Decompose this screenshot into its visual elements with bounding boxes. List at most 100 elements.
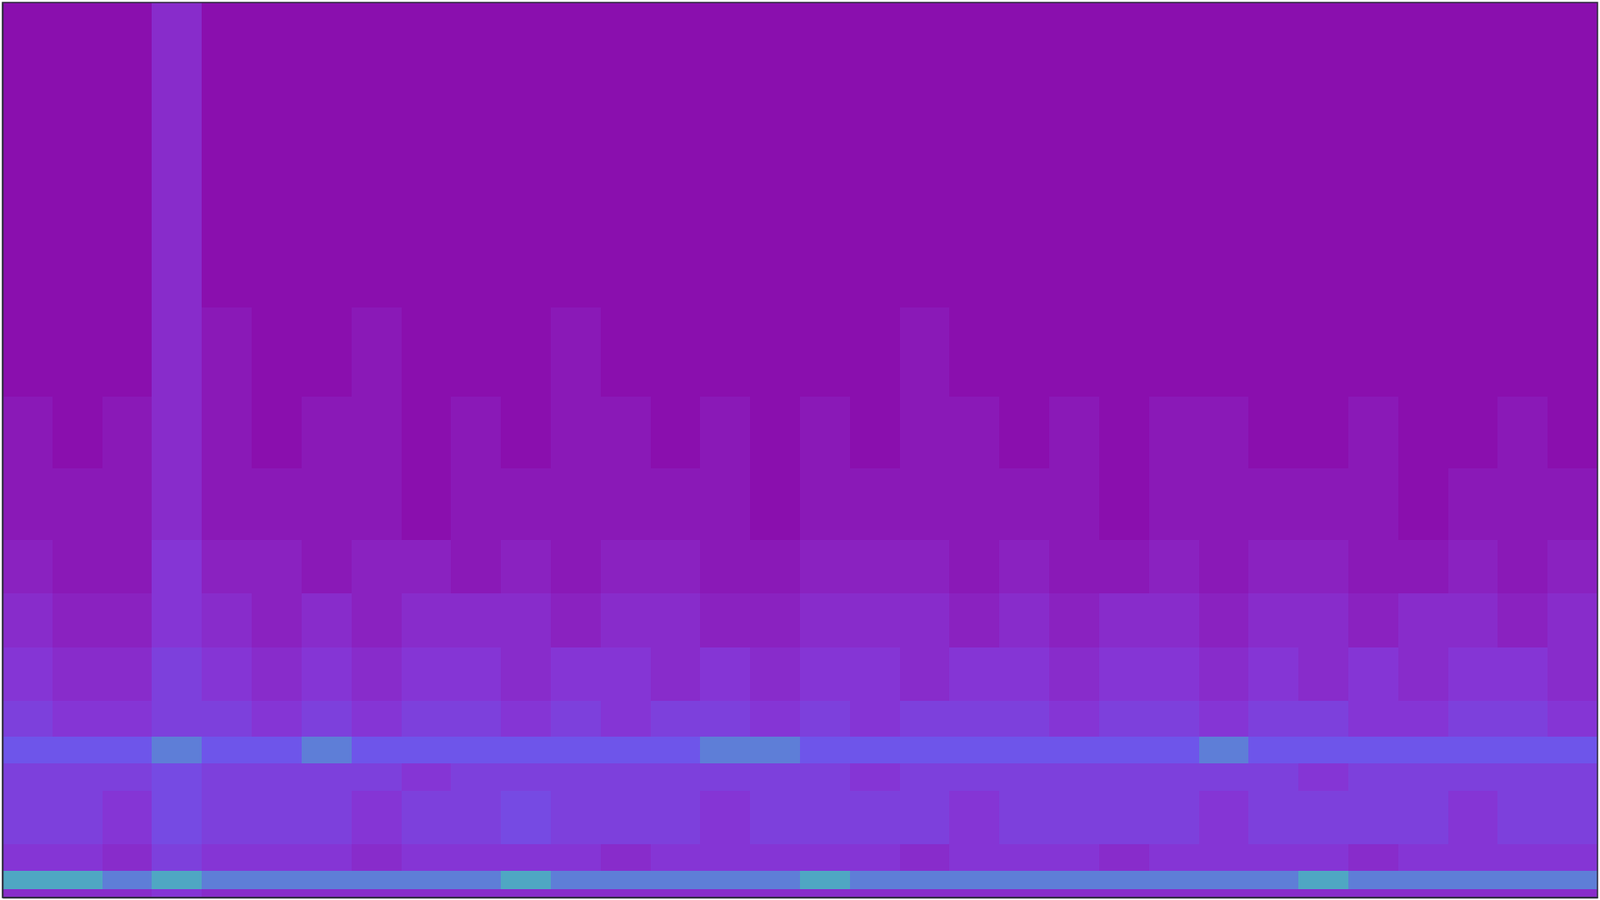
heat-cell bbox=[1149, 646, 1200, 701]
heat-cell bbox=[600, 763, 651, 791]
heat-cell bbox=[550, 539, 601, 594]
heat-cell bbox=[201, 700, 252, 737]
heat-cell bbox=[450, 888, 501, 898]
heat-cell bbox=[900, 467, 950, 540]
heat-cell bbox=[949, 700, 1000, 737]
heat-cell bbox=[1547, 790, 1598, 845]
heat-cell bbox=[650, 396, 701, 469]
heat-cell bbox=[251, 646, 302, 701]
heat-cell bbox=[1348, 844, 1399, 872]
heat-cell bbox=[1099, 539, 1150, 594]
heat-cell bbox=[151, 2, 202, 93]
heat-cell bbox=[1298, 763, 1349, 791]
heat-cell bbox=[1149, 844, 1200, 872]
heat-cell bbox=[999, 736, 1050, 765]
heat-cell bbox=[1547, 396, 1598, 469]
heat-cell bbox=[1049, 539, 1100, 594]
heat-cell bbox=[450, 593, 501, 648]
heat-cell bbox=[1348, 593, 1399, 648]
heat-cell bbox=[301, 736, 352, 765]
heat-cell bbox=[1049, 844, 1100, 872]
heat-cell bbox=[1149, 870, 1200, 890]
heat-cell bbox=[1497, 646, 1548, 701]
heat-cell bbox=[301, 700, 352, 737]
heat-cell bbox=[1199, 763, 1250, 791]
heat-cell bbox=[999, 646, 1050, 701]
heat-cell bbox=[1448, 888, 1499, 898]
heat-cell bbox=[1248, 467, 1299, 540]
heat-cell bbox=[850, 467, 900, 540]
heat-cell bbox=[251, 593, 302, 648]
heat-cell bbox=[600, 91, 651, 200]
heat-cell bbox=[1099, 736, 1150, 765]
heat-cell bbox=[1348, 199, 1399, 307]
heat-cell bbox=[1348, 790, 1399, 845]
heat-cell bbox=[450, 790, 501, 845]
heat-cell bbox=[500, 467, 551, 540]
heat-cell bbox=[251, 539, 302, 594]
heat-cell bbox=[401, 700, 452, 737]
heat-cell bbox=[600, 467, 651, 540]
heat-cell bbox=[1497, 539, 1548, 594]
heat-cell bbox=[1348, 700, 1399, 737]
heat-cell bbox=[201, 199, 252, 307]
heat-cell bbox=[102, 790, 153, 845]
heat-cell bbox=[750, 2, 800, 93]
heat-cell bbox=[151, 763, 202, 791]
heat-cell bbox=[800, 888, 850, 898]
heat-cell bbox=[750, 700, 800, 737]
heat-cell bbox=[1348, 888, 1399, 898]
heat-cell bbox=[450, 539, 501, 594]
heat-cell bbox=[2, 199, 53, 307]
heat-cell bbox=[301, 888, 352, 898]
heat-cell bbox=[151, 844, 202, 872]
heat-cell bbox=[1398, 396, 1449, 469]
heat-cell bbox=[1199, 870, 1250, 890]
heat-cell bbox=[201, 396, 252, 469]
heat-cell bbox=[201, 790, 252, 845]
heat-cell bbox=[102, 593, 153, 648]
heat-cell bbox=[1248, 306, 1299, 397]
heat-cell bbox=[500, 888, 551, 898]
heat-cell bbox=[201, 539, 252, 594]
heat-cell bbox=[700, 700, 750, 737]
heat-cell bbox=[1149, 700, 1200, 737]
heat-cell bbox=[450, 467, 501, 540]
heat-cell bbox=[800, 700, 850, 737]
heat-cell bbox=[1049, 467, 1100, 540]
heat-cell bbox=[52, 870, 103, 890]
heat-cell bbox=[1298, 539, 1349, 594]
heat-cell bbox=[301, 646, 352, 701]
heat-cell bbox=[750, 870, 800, 890]
heat-cell bbox=[1398, 2, 1449, 93]
heat-cell bbox=[900, 199, 950, 307]
heat-cell bbox=[1497, 736, 1548, 765]
heat-cell bbox=[351, 700, 402, 737]
heat-cell bbox=[500, 763, 551, 791]
heat-cell bbox=[650, 593, 701, 648]
heat-cell bbox=[600, 646, 651, 701]
heat-cell bbox=[351, 539, 402, 594]
heat-cell bbox=[1199, 199, 1250, 307]
heat-cell bbox=[1049, 396, 1100, 469]
heat-cell bbox=[650, 467, 701, 540]
heat-cell bbox=[1149, 593, 1200, 648]
heat-cell bbox=[1348, 2, 1399, 93]
heat-cell bbox=[600, 2, 651, 93]
heat-cell bbox=[650, 91, 701, 200]
heat-cell bbox=[1448, 2, 1499, 93]
heat-cell bbox=[1497, 2, 1548, 93]
heat-cell bbox=[1547, 199, 1598, 307]
heat-cell bbox=[750, 790, 800, 845]
heat-cell bbox=[750, 888, 800, 898]
heat-cell bbox=[52, 593, 103, 648]
heat-cell bbox=[800, 844, 850, 872]
heat-cell bbox=[1149, 790, 1200, 845]
heat-cell bbox=[800, 306, 850, 397]
heat-cell bbox=[201, 736, 252, 765]
heat-cell bbox=[550, 91, 601, 200]
heat-cell bbox=[151, 539, 202, 594]
heat-cell bbox=[301, 539, 352, 594]
heat-cell bbox=[401, 763, 452, 791]
heat-cell bbox=[700, 763, 750, 791]
